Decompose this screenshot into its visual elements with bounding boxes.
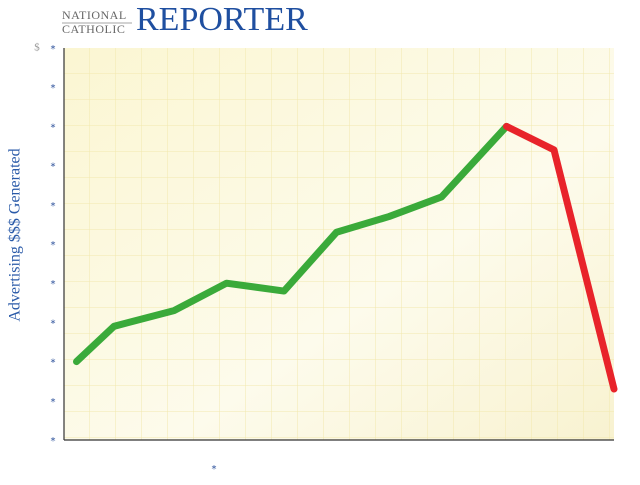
y-tick-label: * (51, 436, 56, 447)
y-tick-label: * (51, 397, 56, 408)
y-tick-label: * (51, 122, 56, 133)
logo-main: REPORTER (136, 1, 308, 38)
y-tick-label: * (51, 201, 56, 212)
logo-top: NATIONAL (62, 8, 127, 22)
y-tick-label: * (51, 279, 56, 290)
plot-grid (64, 48, 614, 440)
logo-bottom: CATHOLIC (62, 22, 125, 36)
y-tick-label: * (51, 44, 56, 55)
y-tick-label: * (51, 318, 56, 329)
y-tick-label: * (51, 240, 56, 251)
data-line (73, 122, 510, 366)
y-tick-label: * (51, 162, 56, 173)
x-tick-label: * (212, 464, 217, 475)
y-tick-label: * (51, 83, 56, 94)
y-tick-label: * (51, 358, 56, 369)
data-line (503, 122, 618, 393)
y-axis-label: Advertising $$$ Generated (7, 148, 24, 321)
y-unit: $ (34, 42, 40, 54)
